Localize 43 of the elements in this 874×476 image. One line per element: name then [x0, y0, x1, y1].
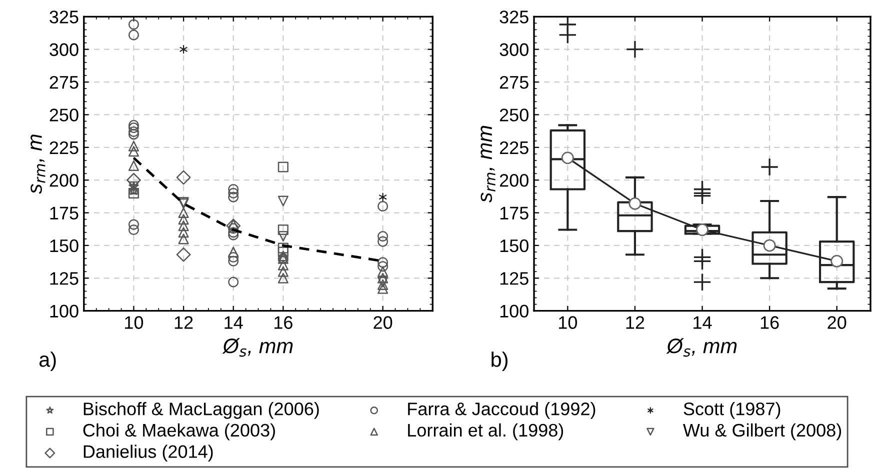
legend-label: Lorrain et al. (1998) — [408, 423, 564, 440]
y-axis-title: s$_{rm}$, m — [30, 134, 46, 194]
y-tick-label: 150 — [500, 239, 528, 252]
legend-label: Danielius (2014) — [84, 444, 213, 462]
x-tick-label: 10 — [559, 316, 577, 329]
y-tick-label: 275 — [50, 76, 78, 89]
x-axis-title: Ø$_{s}$, mm — [222, 338, 293, 357]
y-tick-label: 100 — [50, 304, 78, 318]
x-tick-label: 12 — [174, 316, 193, 329]
x-tick-label: 16 — [274, 316, 292, 329]
y-tick-label: 325 — [50, 10, 78, 24]
y-tick-label: 275 — [500, 76, 528, 89]
y-tick-label: 325 — [500, 10, 528, 24]
y-tick-label: 225 — [50, 141, 78, 154]
y-tick-label: 150 — [50, 239, 78, 252]
y-tick-label: 250 — [50, 108, 78, 122]
x-axis-title: Ø$_{s}$, mm — [666, 338, 737, 357]
x-tick-label: 20 — [374, 316, 392, 329]
y-tick-label: 100 — [500, 304, 528, 318]
x-tick-label: 20 — [828, 316, 846, 329]
x-tick-label: 14 — [694, 316, 712, 329]
y-tick-label: 225 — [500, 141, 528, 154]
x-tick-label: 12 — [626, 316, 644, 329]
text: a) — [39, 352, 56, 372]
x-tick-label: 10 — [125, 316, 144, 329]
y-tick-label: 200 — [500, 174, 528, 187]
x-tick-label: 16 — [760, 316, 779, 329]
legend-label: Wu & Gilbert (2008) — [683, 423, 842, 440]
legend-label: Bischoff & MacLaggan (2006) — [84, 402, 319, 419]
y-tick-label: 175 — [50, 206, 78, 220]
y-tick-label: 175 — [500, 206, 528, 220]
text: b) — [492, 352, 508, 372]
x-tick-label: 14 — [224, 316, 243, 329]
legend-label: Scott (1987) — [684, 402, 780, 419]
y-tick-label: 250 — [500, 108, 528, 122]
y-tick-label: 200 — [50, 174, 78, 187]
y-tick-label: 300 — [500, 43, 528, 56]
y-tick-label: 125 — [500, 272, 528, 285]
y-tick-label: 300 — [50, 43, 78, 56]
legend-label: Choi & Maekawa (2003) — [83, 423, 275, 440]
y-tick-label: 125 — [50, 272, 78, 285]
legend-label: Farra & Jaccoud (1992) — [408, 402, 596, 419]
y-axis-title: s$_{rm}$, mm — [480, 126, 496, 203]
